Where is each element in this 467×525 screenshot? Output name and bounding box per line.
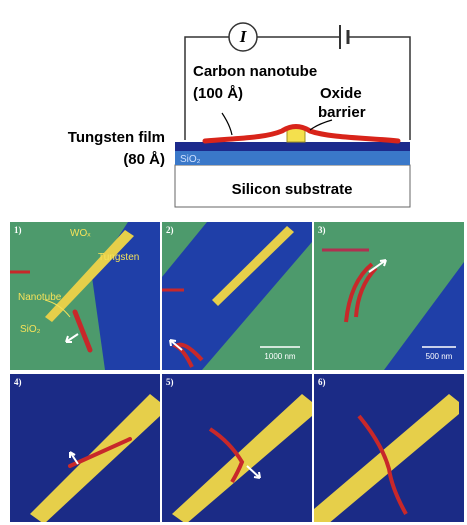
scale-bar-label: 1000 nm [264,352,295,361]
panel-label: 2) [166,225,174,235]
panel-label: 6) [318,377,326,387]
oxide-layer [175,151,410,165]
panel: 5) [162,374,312,524]
nanotube-size: (100 Å) [193,85,243,102]
film-thickness: (80 Å) [123,151,165,168]
panel: 4) [10,374,160,524]
circuit [185,23,410,140]
pointer [310,120,332,130]
substrate-label: Silicon substrate [232,181,353,198]
barrier-label: barrier [318,104,366,121]
panel: 2) 1000 nm [162,222,312,370]
figure: I Carbon nanotube (100 Å) Oxide barrier … [0,0,467,525]
barrier-label: Oxide [320,85,362,102]
panel: 1) WOₓ Tungsten Nanotube SiO₂ [10,222,160,370]
nanotube-label: Carbon nanotube [193,63,317,80]
annotation: Tungsten [98,252,139,263]
panel: 6) [314,374,464,524]
pointer [222,113,232,135]
panel-label: 5) [166,377,174,387]
panel: 3) 500 nm [314,222,464,370]
annotation: WOₓ [70,228,91,239]
tungsten-film [175,142,410,151]
annotation: Nanotube [18,292,62,303]
scale-bar-label: 500 nm [426,352,453,361]
panel-label: 4) [14,377,22,387]
film-label: Tungsten film [68,129,165,146]
panel-label: 1) [14,225,22,235]
annotation: SiO₂ [20,324,41,335]
oxide-barrier [287,128,305,142]
panel-label: 3) [318,225,326,235]
oxide-layer-label: SiO₂ [180,154,201,165]
